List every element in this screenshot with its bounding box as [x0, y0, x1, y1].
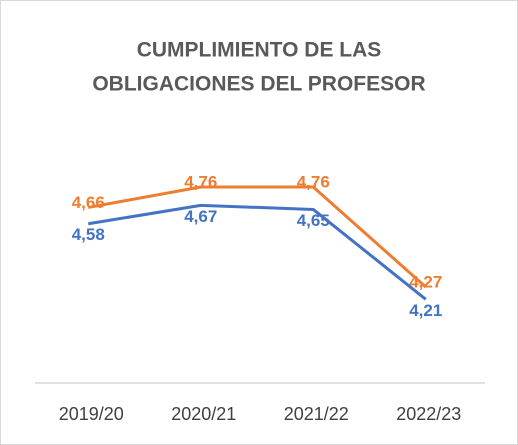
data-label: 4,58 — [72, 225, 105, 244]
data-label: 4,67 — [184, 207, 217, 226]
data-label: 4,21 — [409, 301, 442, 320]
data-label: 4,76 — [184, 172, 217, 191]
x-tick-label: 2020/21 — [171, 404, 236, 424]
data-label: 4,27 — [409, 273, 442, 292]
data-label: 4,76 — [297, 172, 330, 191]
x-tick-label: 2019/20 — [59, 404, 124, 424]
chart-title: OBLIGACIONES DEL PROFESOR — [92, 73, 425, 96]
data-label: 4,66 — [72, 193, 105, 212]
x-tick-label: 2021/22 — [284, 404, 349, 424]
series-line — [88, 203, 427, 301]
chart-title: CUMPLIMIENTO DE LAS — [137, 39, 382, 62]
data-label: 4,65 — [297, 211, 330, 230]
series-line — [87, 185, 427, 289]
x-tick-label: 2022/23 — [396, 404, 461, 424]
